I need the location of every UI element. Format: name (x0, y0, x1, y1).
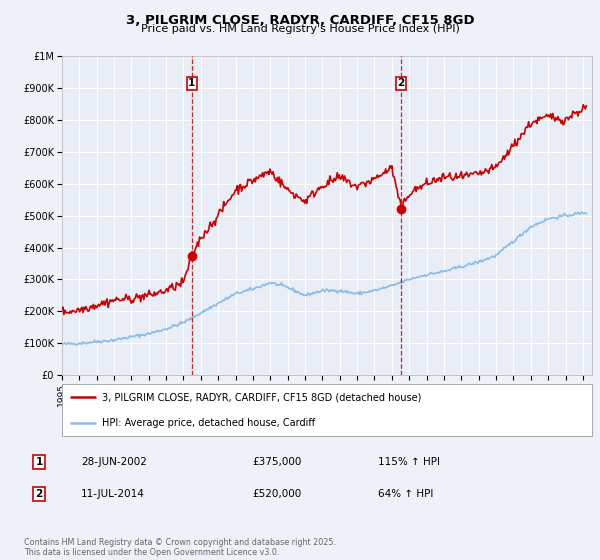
Text: 64% ↑ HPI: 64% ↑ HPI (378, 489, 433, 499)
Text: £375,000: £375,000 (252, 457, 301, 467)
Text: £520,000: £520,000 (252, 489, 301, 499)
Text: 115% ↑ HPI: 115% ↑ HPI (378, 457, 440, 467)
Text: 11-JUL-2014: 11-JUL-2014 (81, 489, 145, 499)
Text: 3, PILGRIM CLOSE, RADYR, CARDIFF, CF15 8GD (detached house): 3, PILGRIM CLOSE, RADYR, CARDIFF, CF15 8… (101, 392, 421, 402)
Text: 28-JUN-2002: 28-JUN-2002 (81, 457, 147, 467)
Text: 1: 1 (35, 457, 43, 467)
Text: 1: 1 (188, 78, 196, 88)
Text: 2: 2 (35, 489, 43, 499)
Text: 2: 2 (397, 78, 404, 88)
Text: 3, PILGRIM CLOSE, RADYR, CARDIFF, CF15 8GD: 3, PILGRIM CLOSE, RADYR, CARDIFF, CF15 8… (125, 14, 475, 27)
Text: Price paid vs. HM Land Registry's House Price Index (HPI): Price paid vs. HM Land Registry's House … (140, 24, 460, 34)
Text: HPI: Average price, detached house, Cardiff: HPI: Average price, detached house, Card… (101, 418, 314, 428)
Text: Contains HM Land Registry data © Crown copyright and database right 2025.
This d: Contains HM Land Registry data © Crown c… (24, 538, 336, 557)
